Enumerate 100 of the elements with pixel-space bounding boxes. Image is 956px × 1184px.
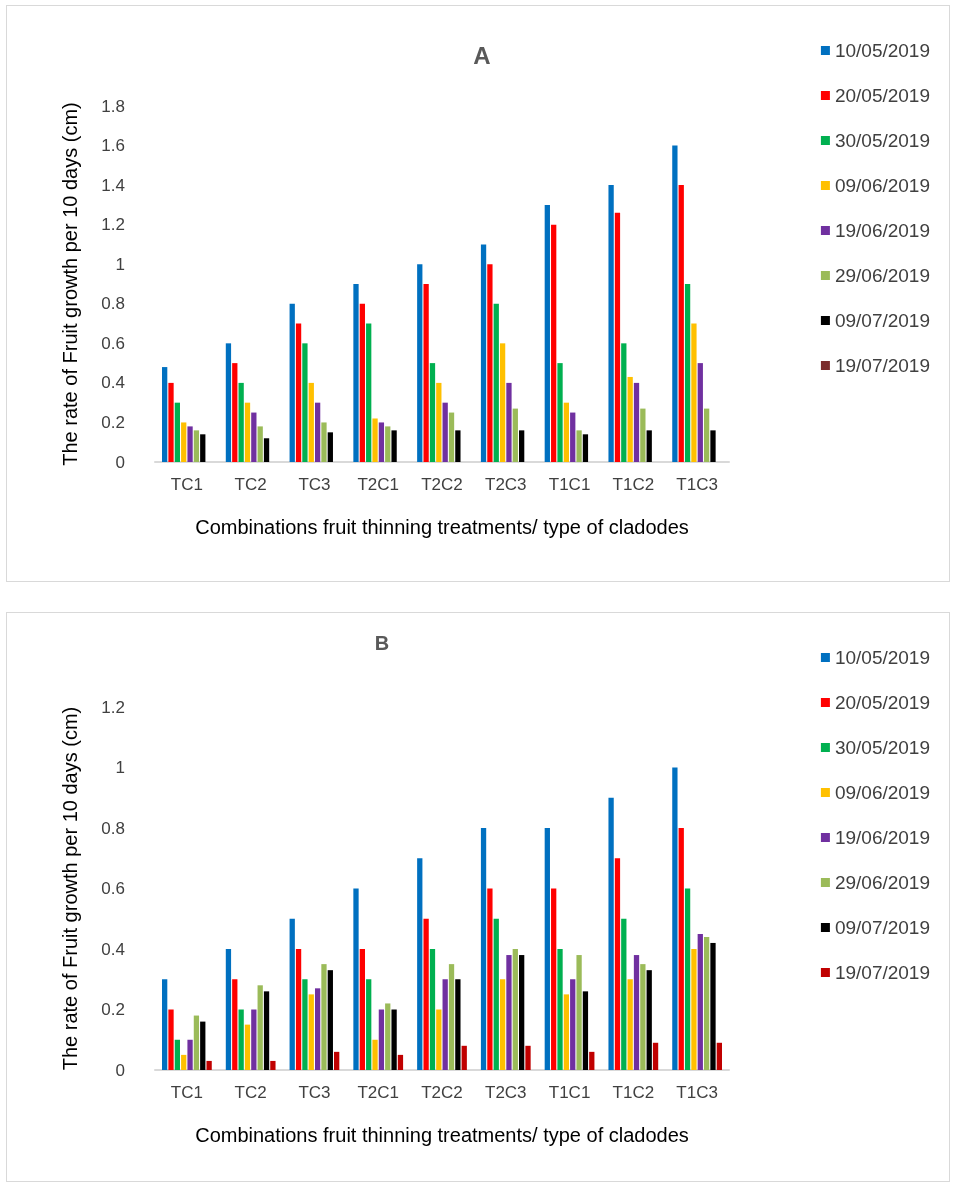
bar (295, 323, 302, 462)
bar (557, 949, 563, 1070)
y-tick-label: 0.2 (101, 1000, 125, 1019)
legend-label: 19/07/2019 (834, 355, 930, 376)
y-tick-label: 0.6 (101, 333, 125, 353)
x-tick-label: TC1 (170, 475, 203, 494)
legend-label: 20/05/2019 (834, 692, 930, 713)
y-tick-label: 0.6 (101, 879, 125, 898)
bar (225, 343, 232, 462)
y-axis-title: The rate of Fruit growth per 10 days (cm) (59, 706, 81, 1071)
bar (519, 430, 525, 462)
x-tick-label: TC2 (234, 475, 267, 494)
bar (621, 343, 627, 462)
bar (614, 212, 621, 462)
x-axis-title: Combinations fruit thinning treatments/ type of cladodes (195, 516, 689, 538)
bar (640, 408, 646, 462)
x-tick-label: T2C2 (421, 475, 463, 494)
bar (193, 430, 200, 462)
bar (570, 979, 576, 1070)
bar (582, 434, 589, 462)
bar (289, 918, 295, 1070)
bar (512, 949, 518, 1070)
bar (640, 964, 646, 1070)
y-tick-label: 0.4 (101, 939, 125, 959)
x-tick-label: T2C1 (357, 1083, 400, 1102)
bar (168, 1009, 174, 1070)
legend-label: 20/05/2019 (834, 85, 930, 106)
y-tick-label: 0 (115, 1060, 125, 1080)
bar (684, 888, 691, 1070)
bar (251, 412, 257, 462)
bar (455, 979, 461, 1070)
bar (308, 994, 314, 1070)
bar (289, 303, 295, 462)
bar (327, 432, 333, 462)
bar (697, 363, 703, 462)
legend-label: 09/07/2019 (834, 917, 930, 938)
bar (372, 418, 378, 462)
x-tick-label: T2C3 (484, 475, 527, 494)
bar (448, 964, 455, 1070)
bar (678, 185, 684, 462)
x-tick-label: T1C3 (676, 1083, 718, 1102)
bar (391, 430, 397, 462)
legend-label: 09/06/2019 (834, 175, 930, 196)
legend-label: 19/07/2019 (834, 962, 930, 983)
bar (187, 426, 193, 462)
legend-label: 30/05/2019 (834, 737, 930, 758)
bar (480, 828, 487, 1070)
bar (512, 408, 518, 462)
bar (181, 422, 187, 462)
bar (366, 323, 372, 462)
bar (429, 363, 436, 462)
bar (302, 343, 308, 462)
bar (429, 949, 436, 1070)
bar (672, 145, 678, 462)
bar (187, 1039, 193, 1070)
bar (703, 936, 710, 1070)
bar (334, 1051, 340, 1070)
bar (232, 979, 238, 1070)
bar (480, 244, 487, 462)
x-tick-label: TC1 (170, 1083, 203, 1102)
bar (697, 933, 703, 1070)
bar (263, 438, 270, 462)
bar (257, 426, 263, 462)
bar (487, 888, 493, 1070)
bar (576, 955, 582, 1070)
bar (563, 402, 570, 462)
bar (385, 1003, 391, 1070)
y-tick-label: 1.8 (101, 96, 125, 116)
x-tick-label: T1C2 (612, 475, 655, 494)
bar (608, 797, 614, 1070)
y-tick-label: 0.8 (101, 294, 125, 314)
y-tick-label: 1.2 (101, 697, 125, 717)
x-tick-label: T1C3 (676, 475, 718, 494)
bar (353, 284, 359, 462)
bar (436, 382, 442, 462)
bar (710, 430, 716, 462)
bar (614, 858, 621, 1070)
x-tick-label: T2C3 (484, 1083, 527, 1102)
bar (181, 1054, 187, 1070)
bar (251, 1009, 257, 1070)
bar (321, 422, 327, 462)
x-tick-label: TC3 (298, 1083, 331, 1102)
bar (627, 376, 633, 462)
bar (168, 382, 174, 462)
bar (417, 858, 423, 1070)
legend-label: 19/06/2019 (834, 220, 930, 241)
bar (646, 970, 652, 1070)
bar (391, 1009, 397, 1070)
bar (359, 949, 365, 1070)
bar (551, 888, 557, 1070)
x-tick-label: TC3 (298, 475, 331, 494)
x-tick-label: T1C1 (548, 475, 591, 494)
bar (570, 412, 576, 462)
bar (633, 382, 640, 462)
bar (162, 979, 168, 1070)
x-tick-label: T1C2 (612, 1083, 655, 1102)
bar (499, 979, 506, 1070)
legend-label: 09/06/2019 (834, 782, 930, 803)
bar (448, 412, 455, 462)
x-axis-title: Combinations fruit thinning treatments/ type of cladodes (195, 1124, 689, 1146)
